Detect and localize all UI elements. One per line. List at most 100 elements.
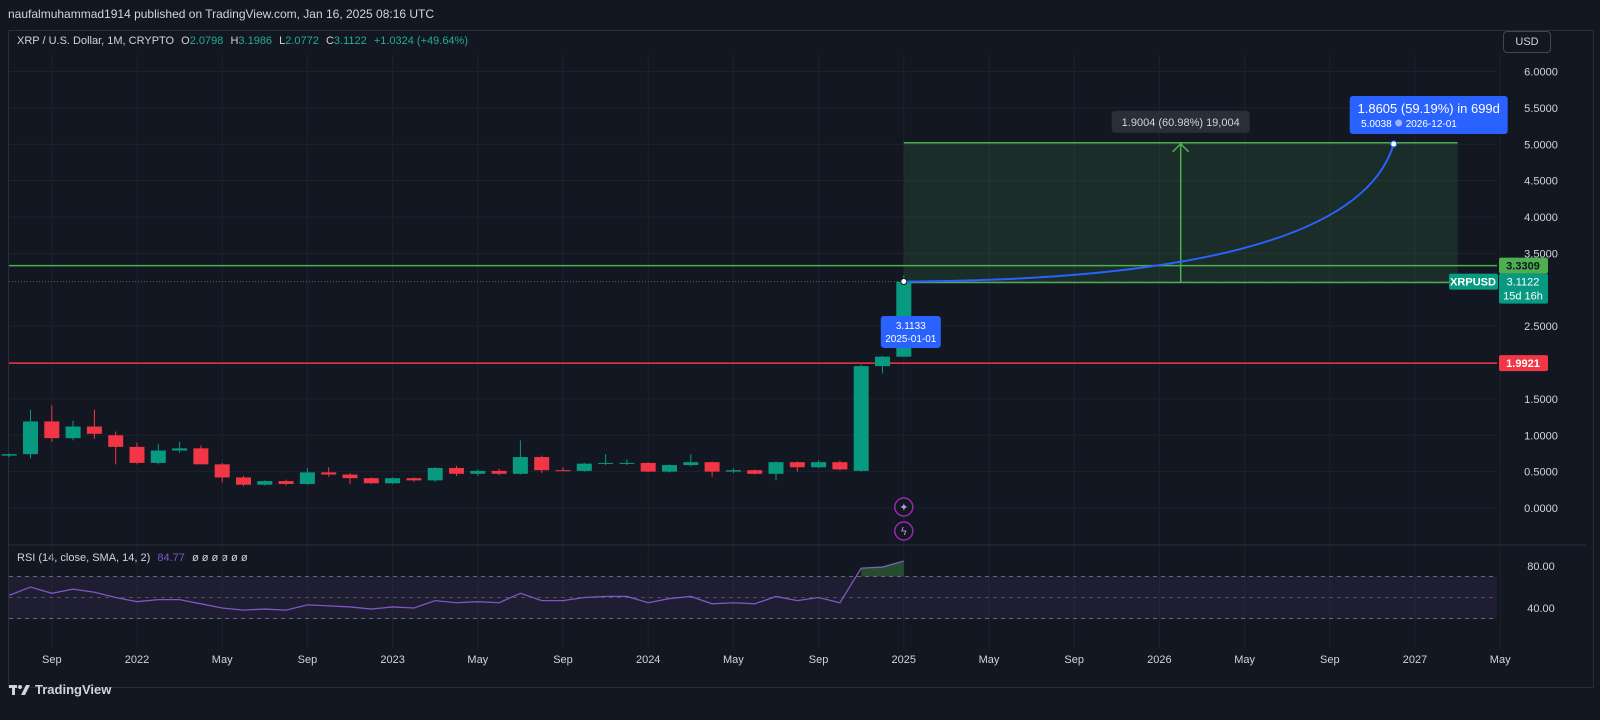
candle-body <box>725 470 741 472</box>
candle-body <box>789 462 805 468</box>
candle <box>214 462 230 483</box>
sparkle-icon <box>894 497 914 517</box>
candle-body <box>385 478 401 484</box>
candle-body <box>427 467 443 481</box>
candle-body <box>619 462 635 464</box>
candle <box>789 461 805 472</box>
rsi-value: 84.77 <box>157 552 185 564</box>
candle <box>811 459 827 468</box>
candle <box>363 477 379 484</box>
price-level-tag: 1.9921 <box>1499 355 1548 372</box>
low-label: L <box>279 35 286 47</box>
candle <box>662 464 677 473</box>
y-tick-label: 1.0000 <box>1524 430 1558 442</box>
rsi-title: RSI (14, close, SMA, 14, 2) <box>17 552 151 564</box>
x-tick-label: 2025 <box>892 654 916 666</box>
candle-body <box>555 470 571 472</box>
candle <box>193 445 209 465</box>
candle-body <box>811 462 827 468</box>
x-tick-label: 2023 <box>380 654 404 666</box>
high-value: 3.1986 <box>238 35 273 47</box>
x-tick-label: 2027 <box>1403 654 1427 666</box>
candle-body <box>406 478 422 481</box>
candle <box>555 467 571 472</box>
target-label: 1.9004 (60.98%) 19,004 <box>1111 110 1250 133</box>
projection-end-price: 5.0038 <box>1361 119 1392 130</box>
y-tick-label: 4.5000 <box>1524 176 1558 188</box>
x-tick-label: May <box>1490 654 1511 666</box>
x-axis: Sep 2022 May Sep 2023 May Sep 2024 May Sep 2025 May… <box>42 654 1511 666</box>
candle-body <box>172 448 188 451</box>
x-tick-label: May <box>467 654 488 666</box>
open-value: 2.0798 <box>189 35 224 47</box>
candle-body <box>108 435 124 447</box>
countdown-text: 15d 16h <box>1503 291 1543 303</box>
candle-body <box>257 481 273 485</box>
candle <box>512 440 528 475</box>
last-price-text: 3.1122 <box>1507 277 1540 289</box>
y-tick-label: 5.0000 <box>1524 139 1558 151</box>
candle <box>491 468 507 476</box>
candle-body <box>875 356 890 367</box>
candle-body <box>512 457 528 474</box>
y-tick-label: 6.0000 <box>1524 67 1558 79</box>
candle-body <box>236 477 251 485</box>
rsi-legend: RSI (14, close, SMA, 14, 2) 84.77 ø ø ø … <box>17 552 248 564</box>
candle <box>172 441 188 453</box>
projection-start-price: 3.1133 <box>896 321 926 332</box>
y-tick-label: 0.5000 <box>1524 467 1558 479</box>
candle <box>470 469 486 476</box>
candle <box>1 453 17 458</box>
x-tick-label: Sep <box>42 654 62 666</box>
candle <box>278 479 294 486</box>
brand-name: TradingView <box>35 682 112 697</box>
symbol-tag-text: XRPUSD <box>1450 277 1496 289</box>
candle <box>385 477 401 484</box>
lightning-glyph: ϟ <box>900 525 907 538</box>
candle <box>257 480 273 486</box>
projection-start-date: 2025-01-01 <box>885 334 937 345</box>
tradingview-brand[interactable]: TradingView <box>9 682 111 697</box>
lightning-icon <box>894 521 914 541</box>
rsi-tick-label: 40.00 <box>1527 603 1555 615</box>
candle <box>299 467 315 485</box>
candle-body <box>491 470 507 474</box>
x-tick-label: Sep <box>1064 654 1084 666</box>
candle <box>23 409 38 459</box>
close-value: 3.1122 <box>333 35 367 47</box>
candle <box>875 355 890 374</box>
candle <box>321 467 337 477</box>
projection-start-label: 3.1133 2025-01-01 <box>880 315 941 348</box>
chart-frame <box>8 30 1594 688</box>
last-price-tag: XRPUSD 3.1122 15d 16h <box>1449 273 1548 304</box>
candle-body <box>853 366 869 471</box>
candle <box>342 473 358 484</box>
price-level-tag-bg <box>1499 355 1548 372</box>
symbol-title: XRP / U.S. Dollar, 1M, CRYPTO <box>17 35 175 47</box>
candle <box>129 442 145 465</box>
candle-body <box>449 467 464 474</box>
projection-end-date: 2026-12-01 <box>1406 119 1458 130</box>
candle <box>576 462 592 472</box>
change-value: +1.0324 (+49.64%) <box>373 35 468 47</box>
close-label: C <box>325 35 334 47</box>
last-price-tag-bg <box>1499 273 1548 304</box>
clock-icon <box>1395 119 1403 127</box>
price-level-tag-text: 3.3309 <box>1506 261 1540 273</box>
candles <box>1 275 912 487</box>
candle-body <box>150 450 166 463</box>
candle-body <box>640 462 656 472</box>
symbol-legend: XRP / U.S. Dollar, 1M, CRYPTO O2.0798 H3… <box>17 35 468 47</box>
candle-body <box>65 426 81 439</box>
sparkle-glyph: ✦ <box>899 501 908 514</box>
y-tick-label: 2.5000 <box>1524 321 1558 333</box>
candle <box>108 431 124 465</box>
currency-button[interactable]: USD <box>1503 31 1551 53</box>
candle-body <box>86 426 102 434</box>
candle <box>640 462 656 473</box>
projection-end-label-bg <box>1349 95 1508 134</box>
published-byline: naufalmuhammad1914 published on TradingV… <box>8 7 435 21</box>
candle-body <box>1 454 17 456</box>
price-level-tag-bg <box>1499 257 1548 274</box>
